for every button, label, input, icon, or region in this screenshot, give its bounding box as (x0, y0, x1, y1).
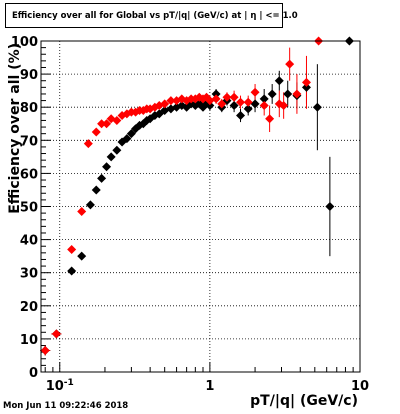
data-point-black (106, 152, 116, 162)
data-point-red (217, 99, 227, 109)
data-point-red (77, 206, 87, 216)
data-point-red (229, 92, 239, 102)
y-tick-label: 50 (20, 201, 38, 216)
data-point-red (236, 97, 246, 107)
data-point-black (325, 202, 335, 211)
data-point-red (97, 119, 107, 129)
chart-title: Efficiency over all for Global vs pT/|q|… (5, 3, 298, 28)
data-point-red (102, 119, 112, 129)
x-axis-label: pT/|q| (GeV/c) (250, 393, 358, 409)
data-point-red (211, 94, 221, 104)
data-points (40, 36, 354, 355)
data-point-black (160, 106, 170, 116)
data-point-red (166, 96, 176, 106)
data-point-black (312, 102, 322, 112)
y-tick-label: 10 (20, 333, 38, 348)
data-point-black (97, 173, 107, 183)
y-tick-label: 80 (20, 101, 38, 116)
data-point-black (250, 99, 260, 109)
data-point-black (77, 251, 87, 261)
data-point-black (229, 101, 239, 111)
data-point-red (243, 97, 253, 107)
data-point-black (301, 82, 311, 92)
data-point-black (102, 162, 112, 172)
data-point-red (292, 89, 302, 99)
data-point-black (85, 200, 95, 210)
data-point-red (91, 127, 101, 137)
data-point-black (91, 185, 101, 195)
data-point-black (67, 266, 77, 276)
data-point-red (279, 101, 289, 111)
y-tick-label: 0 (29, 366, 38, 381)
data-point-red (301, 77, 311, 87)
data-point-black (211, 89, 221, 99)
x-tick-label: 10-1 (46, 378, 74, 394)
data-point-black (243, 104, 253, 114)
data-point-black (274, 76, 284, 86)
data-point-red (51, 329, 61, 339)
y-axis-label: Efficiency over all (%) (7, 43, 23, 214)
data-point-black (259, 94, 269, 104)
data-point-black (283, 89, 293, 99)
y-tick-label: 30 (20, 267, 38, 282)
data-point-black (122, 134, 132, 144)
data-point-black (267, 89, 277, 99)
timestamp: Mon Jun 11 09:22:46 2018 (3, 401, 129, 411)
data-point-red (250, 87, 260, 97)
y-tick-label: 100 (11, 35, 38, 50)
data-point-red (259, 101, 269, 111)
data-point-red (265, 114, 275, 124)
data-point-black (126, 129, 136, 139)
x-axis: 10-1 1 10 (44, 362, 369, 394)
x-tick-label: 10 (351, 379, 369, 394)
y-tick-label: 90 (20, 68, 38, 83)
y-tick-label: 60 (20, 167, 38, 182)
data-point-red (222, 92, 232, 102)
y-tick-label: 40 (20, 234, 38, 249)
data-point-black (236, 110, 246, 120)
plot-frame (40, 40, 361, 373)
y-tick-label: 20 (20, 300, 38, 315)
data-point-red (205, 96, 215, 106)
data-point-red (160, 99, 170, 109)
data-point-red (112, 115, 122, 125)
x-tick-label: 1 (205, 379, 214, 394)
data-point-red (67, 245, 77, 255)
data-point-red (83, 139, 93, 149)
y-axis: 0 10 20 30 40 50 60 70 80 90 100 (11, 35, 51, 381)
data-point-red (285, 59, 295, 69)
y-tick-label: 70 (20, 134, 38, 149)
data-point-black (112, 145, 122, 155)
data-point-black (205, 101, 215, 111)
data-point-red (40, 345, 50, 355)
